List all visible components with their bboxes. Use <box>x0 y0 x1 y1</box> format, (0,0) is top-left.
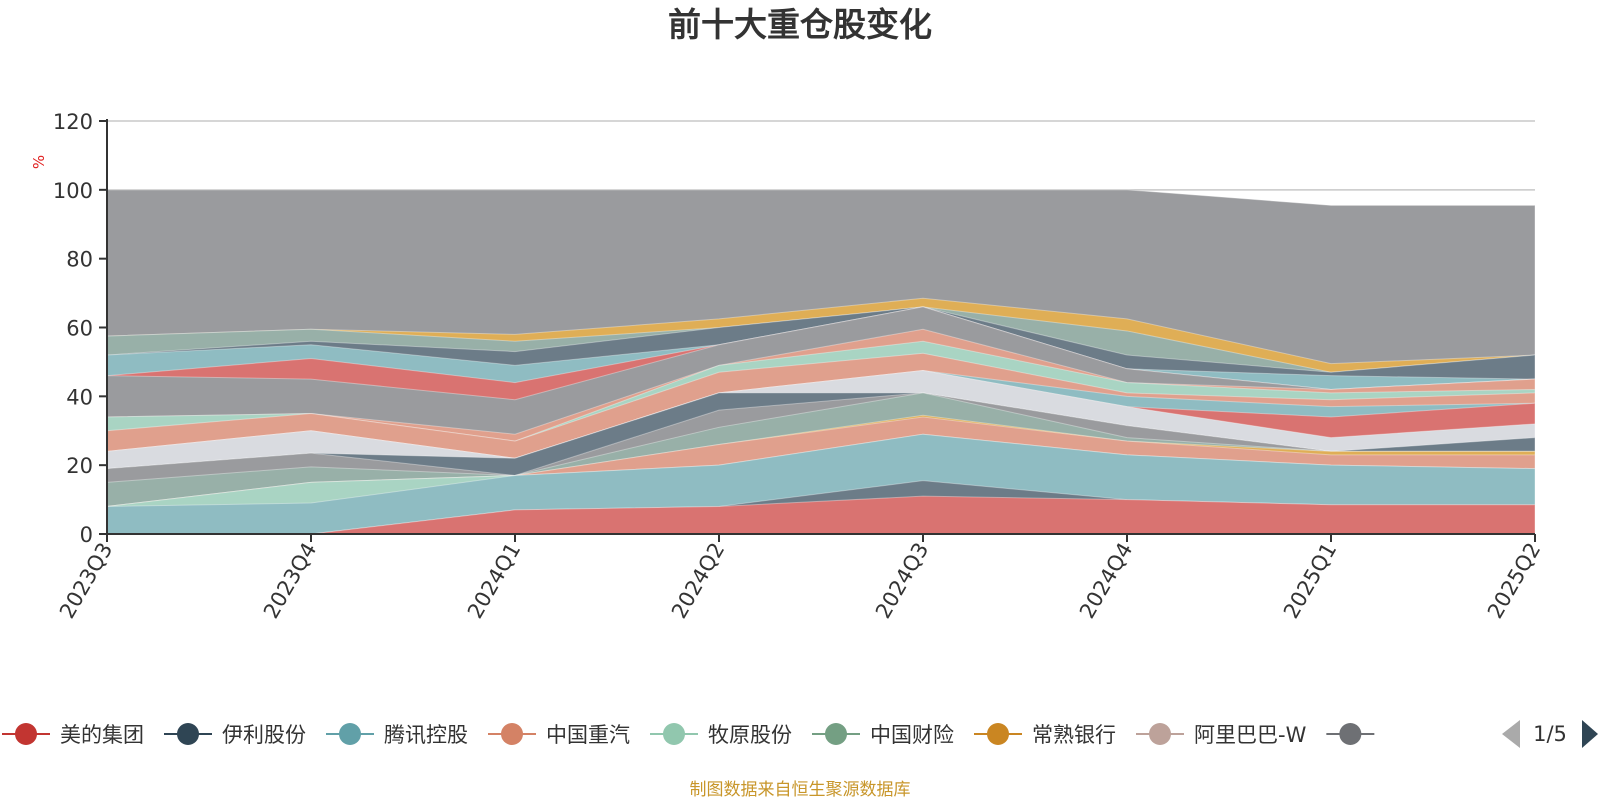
x-tick-label-7: 2025Q2 <box>1483 539 1545 623</box>
legend-marker-4 <box>663 723 685 745</box>
legend-label-5: 中国财险 <box>870 723 954 747</box>
x-tick-label-5: 2024Q4 <box>1075 539 1137 623</box>
legend-marker-0 <box>15 723 37 745</box>
legend[interactable]: 美的集团 伊利股份 腾讯控股 中国重汽 牧原股份 中国财险 常熟银行 阿里巴巴-W 1/5 <box>2 720 1598 748</box>
legend-marker-8 <box>1339 723 1362 745</box>
y-tick-label-5: 100 <box>53 179 93 203</box>
legend-marker-1 <box>177 723 199 745</box>
legend-item-1[interactable]: 伊利股份 <box>164 723 306 747</box>
legend-label-1: 伊利股份 <box>222 723 306 747</box>
legend-item-6[interactable]: 常熟银行 <box>974 723 1116 747</box>
legend-item-2[interactable]: 腾讯控股 <box>326 723 468 747</box>
legend-label-7: 阿里巴巴-W <box>1194 723 1307 747</box>
data-source-note: 制图数据来自恒生聚源数据库 <box>690 780 911 800</box>
y-tick-label-1: 20 <box>66 454 93 478</box>
legend-item-4[interactable]: 牧原股份 <box>650 723 792 747</box>
legend-next-page-icon[interactable] <box>1582 720 1598 748</box>
legend-label-6: 常熟银行 <box>1032 723 1116 747</box>
chart-title: 前十大重仓股变化 <box>668 5 932 44</box>
legend-marker-6 <box>987 723 1009 745</box>
y-tick-label-2: 40 <box>66 385 93 409</box>
x-tick-label-3: 2024Q2 <box>667 539 729 623</box>
area-series <box>106 189 1536 535</box>
legend-item-0[interactable]: 美的集团 <box>2 723 144 747</box>
area-layer-21 <box>107 495 1536 535</box>
y-tick-label-4: 80 <box>66 248 93 272</box>
legend-page-indicator: 1/5 <box>1533 722 1567 746</box>
y-tick-label-6: 120 <box>53 110 93 134</box>
legend-label-3: 中国重汽 <box>546 723 630 747</box>
legend-marker-3 <box>501 723 523 745</box>
legend-label-0: 美的集团 <box>60 723 144 747</box>
x-tick-label-6: 2025Q1 <box>1279 539 1341 623</box>
legend-item-5[interactable]: 中国财险 <box>812 723 954 747</box>
x-tick-label-4: 2024Q3 <box>871 539 933 623</box>
legend-marker-7 <box>1149 723 1171 745</box>
legend-item-3[interactable]: 中国重汽 <box>488 723 630 747</box>
legend-marker-2 <box>339 723 361 745</box>
legend-item-7[interactable]: 阿里巴巴-W <box>1136 723 1307 747</box>
x-tick-label-2: 2024Q1 <box>463 539 525 623</box>
x-tick-label-0: 2023Q3 <box>55 539 117 623</box>
legend-item-8[interactable] <box>1326 723 1375 745</box>
legend-prev-page-icon[interactable] <box>1502 720 1520 748</box>
x-tick-label-1: 2023Q4 <box>259 539 321 623</box>
y-axis-unit: % <box>30 155 48 169</box>
y-tick-label-0: 0 <box>80 523 93 547</box>
legend-marker-5 <box>825 723 847 745</box>
y-tick-label-3: 60 <box>66 317 93 341</box>
legend-label-2: 腾讯控股 <box>384 723 468 747</box>
legend-label-4: 牧原股份 <box>708 723 792 747</box>
